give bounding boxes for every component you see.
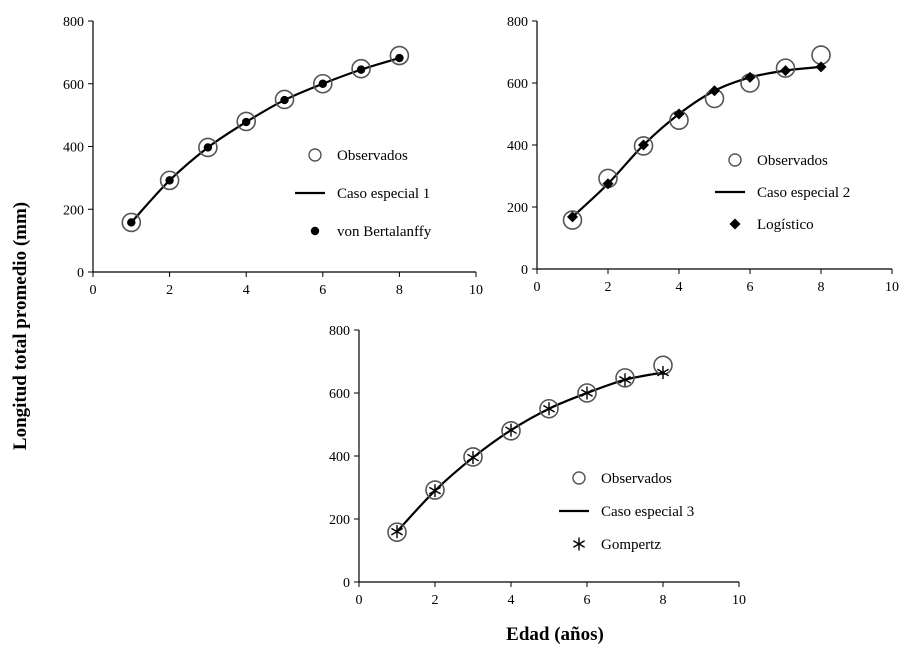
model-point — [709, 85, 720, 97]
model-point — [744, 71, 756, 83]
model-point — [657, 366, 669, 380]
y-tick-label: 200 — [507, 201, 528, 216]
x-tick-label: 10 — [469, 283, 483, 298]
model-point — [505, 423, 517, 437]
model-point — [429, 484, 441, 498]
model-point — [395, 53, 404, 63]
y-tick-label: 400 — [329, 450, 350, 465]
x-tick-label: 2 — [166, 283, 173, 298]
x-tick-label: 10 — [732, 593, 746, 608]
observed-point — [312, 73, 333, 94]
legend-label: Observados — [601, 471, 672, 487]
model-point — [780, 65, 791, 77]
model-point — [673, 108, 685, 120]
legend-label: Observados — [337, 148, 408, 164]
legend-label: von Bertalanffy — [337, 224, 432, 240]
chart-panel-3: 0 200 400 600 800 0 2 4 6 8 10 Observados Caso espec… — [329, 324, 746, 608]
chart-panel-1: 0 200 400 600 800 0 2 4 6 8 10 Observados Caso espec… — [63, 15, 483, 298]
x-tick-label: 6 — [747, 280, 754, 295]
legend-marker — [572, 471, 586, 485]
model-point — [581, 386, 593, 400]
y-tick-label: 400 — [63, 141, 84, 156]
model-point — [619, 373, 631, 387]
x-tick-label: 4 — [676, 280, 683, 295]
y-tick-label: 0 — [343, 576, 350, 591]
legend-label: Caso especial 1 — [337, 186, 430, 202]
observed-point — [121, 212, 142, 233]
y-axis-title: Longitud total promedio (mm) — [10, 202, 31, 450]
model-point — [356, 65, 366, 74]
model-point — [815, 61, 827, 73]
x-tick-label: 8 — [660, 593, 667, 608]
x-tick-label: 4 — [243, 283, 250, 298]
observed-point — [539, 398, 559, 419]
observed-point — [351, 58, 371, 79]
observed-point — [159, 170, 180, 191]
observed-point — [463, 447, 483, 467]
x-tick-label: 2 — [605, 280, 612, 295]
x-tick-label: 6 — [319, 283, 326, 298]
model-point — [165, 176, 174, 185]
legend-marker — [729, 218, 741, 230]
observed-point — [577, 383, 597, 403]
x-tick-label: 0 — [534, 280, 541, 295]
observed-point — [274, 89, 295, 110]
observed-point — [425, 480, 445, 500]
x-tick-label: 0 — [90, 283, 97, 298]
fitted-curve — [396, 371, 664, 533]
observed-point — [562, 210, 583, 230]
legend-label: Gompertz — [601, 537, 661, 553]
legend-label: Caso especial 2 — [757, 185, 850, 201]
x-tick-label: 8 — [818, 280, 825, 295]
legend-label: Caso especial 3 — [601, 504, 694, 520]
y-tick-label: 800 — [329, 324, 350, 339]
legend-label: Logístico — [757, 217, 814, 233]
x-tick-label: 8 — [396, 283, 403, 298]
model-point — [280, 95, 289, 105]
y-tick-label: 200 — [63, 203, 84, 218]
x-tick-label: 10 — [885, 280, 899, 295]
observed-point — [387, 522, 407, 543]
observed-point — [775, 58, 796, 78]
legend-label: Observados — [757, 153, 828, 169]
model-point — [127, 218, 136, 227]
y-tick-label: 600 — [63, 78, 84, 93]
legend-marker — [728, 153, 742, 167]
observed-point — [198, 137, 218, 158]
y-tick-label: 0 — [77, 266, 84, 281]
model-point — [318, 79, 327, 88]
y-tick-label: 400 — [507, 139, 528, 154]
y-tick-label: 0 — [521, 263, 528, 278]
legend-marker — [573, 537, 585, 551]
y-tick-label: 600 — [329, 387, 350, 402]
model-point — [467, 451, 479, 465]
observed-point — [501, 420, 521, 441]
x-tick-label: 6 — [584, 593, 591, 608]
x-tick-label: 2 — [432, 593, 439, 608]
observed-point — [633, 136, 654, 156]
observed-point — [615, 368, 635, 388]
x-tick-label: 0 — [356, 593, 363, 608]
model-point — [543, 402, 555, 416]
y-tick-label: 800 — [507, 15, 528, 30]
observed-point — [236, 111, 256, 132]
legend-marker — [308, 148, 322, 162]
model-point — [602, 178, 614, 190]
model-point — [567, 211, 578, 223]
x-tick-label: 4 — [508, 593, 515, 608]
x-axis-title: Edad (años) — [506, 624, 604, 645]
model-point — [242, 117, 251, 127]
y-tick-label: 800 — [63, 15, 84, 30]
y-tick-label: 600 — [507, 77, 528, 92]
y-tick-label: 200 — [329, 513, 350, 528]
model-point — [638, 139, 649, 151]
legend-marker — [310, 226, 320, 236]
model-point — [203, 143, 213, 152]
observed-point — [389, 45, 410, 66]
model-point — [391, 525, 403, 539]
chart-panel-2: 0 200 400 600 800 0 2 4 6 8 10 Observados Caso espec… — [507, 15, 899, 295]
